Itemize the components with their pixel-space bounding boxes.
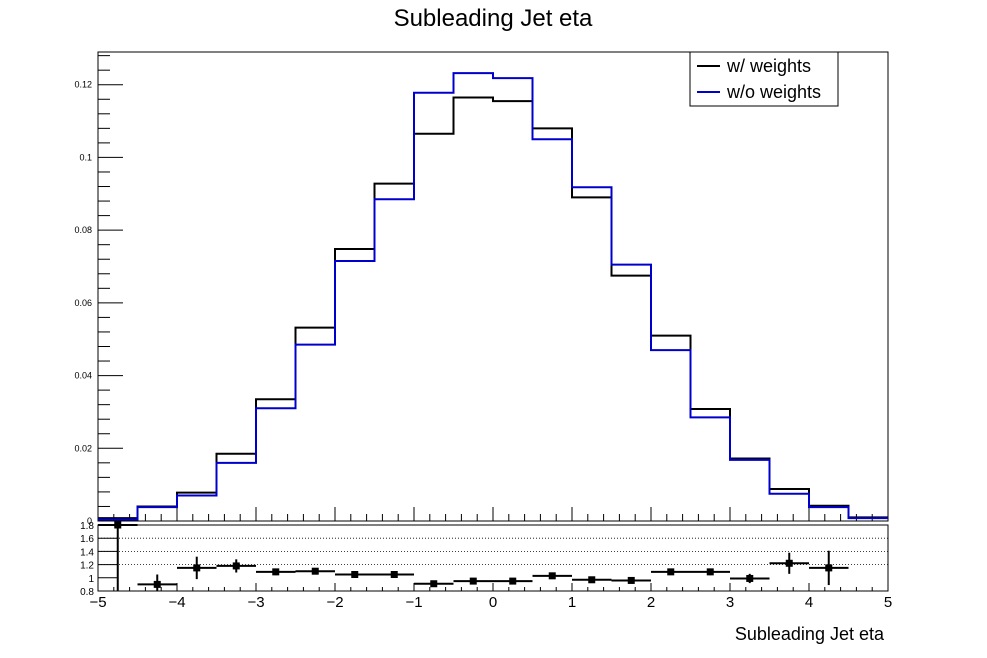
x-tick-label: −1 (405, 594, 422, 611)
ratio-y-tick-label: 1.8 (80, 521, 94, 532)
ratio-point (430, 580, 438, 588)
ratio-y-tick-label: 1.2 (80, 561, 94, 572)
ratio-point (351, 571, 359, 578)
ratio-point (627, 576, 635, 584)
x-tick-label: 3 (726, 594, 734, 611)
ratio-point (232, 562, 240, 570)
ratio-y-tick-label: 1.4 (80, 547, 94, 558)
x-tick-label: 1 (568, 594, 576, 611)
y-tick-label: 0.1 (79, 152, 92, 162)
histogram-without-weights (98, 72, 888, 521)
ratio-point (746, 574, 754, 582)
x-tick-label: −3 (247, 594, 264, 611)
x-tick-label: −2 (326, 594, 343, 611)
ratio-point (785, 559, 793, 567)
legend-label-with-weights: w/ weights (726, 56, 811, 76)
ratio-y-tick-label: 1.6 (80, 534, 94, 545)
x-tick-label: −4 (168, 594, 185, 611)
ratio-point (193, 564, 201, 572)
chart-title: Subleading Jet eta (394, 5, 593, 32)
legend-box (689, 51, 839, 107)
ratio-y-tick-label: 0.8 (80, 587, 94, 598)
y-tick-label: 0.12 (74, 80, 92, 90)
y-tick-label: 0.06 (74, 298, 92, 308)
legend-label-without-weights: w/o weights (726, 82, 821, 102)
ratio-point (548, 572, 556, 580)
y-tick-label: 0.02 (74, 443, 92, 453)
ratio-point (311, 567, 319, 575)
ratio-point (706, 568, 714, 576)
x-tick-label: 0 (489, 594, 497, 611)
ratio-y-tick-label: 1 (88, 574, 94, 585)
ratio-point (588, 576, 596, 584)
ratio-point (509, 577, 517, 585)
ratio-point (667, 568, 675, 576)
ratio-point (390, 571, 398, 578)
y-tick-label: 0.04 (74, 371, 92, 381)
x-tick-label: 4 (805, 594, 813, 611)
legend: w/ weights w/o weights (689, 51, 839, 107)
ratio-point (469, 577, 477, 585)
x-tick-label: 2 (647, 594, 655, 611)
y-tick-label: 0.08 (74, 225, 92, 235)
ratio-point (114, 521, 122, 529)
x-tick-label: 5 (884, 594, 892, 611)
x-tick-label: −5 (89, 594, 106, 611)
y-tick-label: 0 (87, 516, 92, 526)
ratio-point (825, 564, 833, 572)
main-plot-panel: 0 0.02 0.04 0.06 0.08 0.1 0.12 (74, 51, 889, 526)
ratio-plot-panel: 0.8 1 1.2 1.4 1.6 1.8 −5 −4 −3 −2 −1 0 1 2 3 4 5 (80, 521, 892, 611)
ratio-point (153, 580, 161, 588)
main-plot-frame (97, 51, 889, 522)
ratio-point (272, 568, 280, 576)
x-axis-label: Subleading Jet eta (735, 624, 885, 644)
histogram-with-weights (98, 96, 888, 520)
